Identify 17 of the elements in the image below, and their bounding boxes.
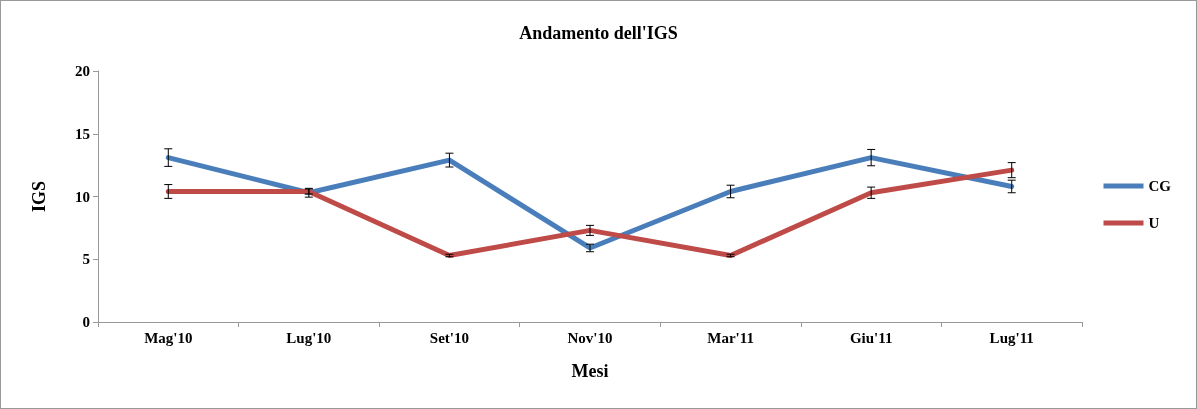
x-tick-label: Giu'11 (849, 329, 893, 346)
x-axis-title: Mesi (571, 361, 609, 381)
x-tick-label: Lug'11 (989, 329, 1034, 346)
x-tick-label: Set'10 (429, 329, 470, 346)
x-tick-label: Nov'10 (567, 329, 613, 346)
y-axis-title: IGS (29, 180, 49, 213)
y-tick-label: 15 (75, 125, 90, 142)
y-tick-label: 20 (75, 63, 90, 79)
y-tick-label: 5 (82, 251, 90, 268)
x-tick-label: Mar'11 (707, 329, 754, 346)
x-tick-label: Lug'10 (286, 329, 332, 346)
x-tick-label: Mag'10 (144, 329, 193, 346)
chart-title: Andamento dell'IGS (519, 23, 678, 43)
legend-label: U (1148, 215, 1160, 231)
y-tick-label: 0 (82, 314, 90, 330)
legend-label: CG (1148, 178, 1172, 194)
y-tick-label: 10 (75, 188, 90, 205)
